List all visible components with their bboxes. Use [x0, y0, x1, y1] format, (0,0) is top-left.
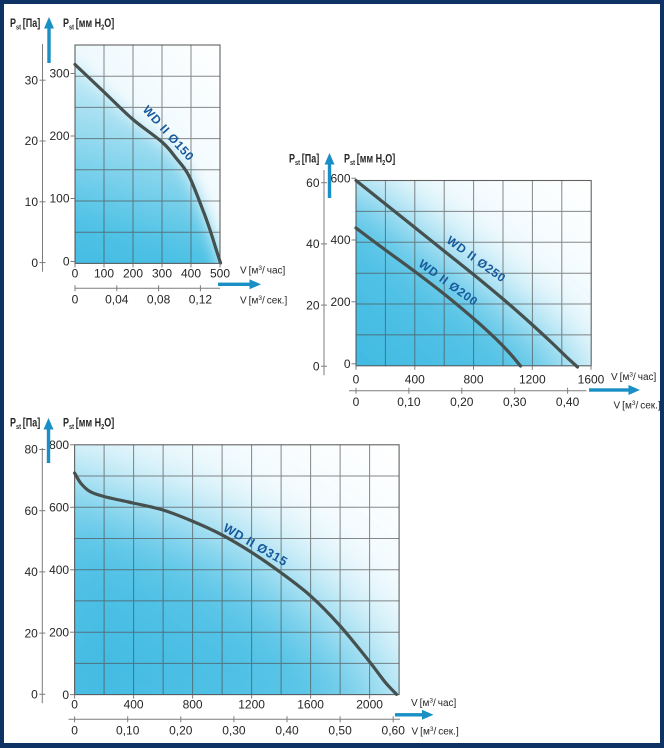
svg-text:400: 400	[405, 373, 425, 387]
svg-text:V [м3/ час]: V [м3/ час]	[411, 698, 457, 710]
svg-text:0,20: 0,20	[169, 724, 193, 738]
svg-text:30: 30	[25, 73, 39, 87]
svg-text:0: 0	[63, 255, 70, 269]
svg-text:Pst [Па]: Pst [Па]	[10, 416, 40, 431]
svg-text:0,12: 0,12	[189, 293, 213, 307]
svg-text:0: 0	[31, 688, 38, 702]
svg-text:60: 60	[24, 504, 38, 518]
svg-text:600: 600	[330, 171, 350, 185]
svg-text:0: 0	[353, 373, 360, 387]
svg-text:100: 100	[94, 267, 114, 281]
svg-text:300: 300	[49, 67, 69, 81]
svg-text:1200: 1200	[238, 698, 265, 712]
svg-text:400: 400	[330, 233, 350, 247]
svg-text:0: 0	[71, 698, 78, 712]
svg-text:0,10: 0,10	[116, 724, 140, 738]
svg-text:Pst [Па]: Pst [Па]	[10, 17, 40, 32]
svg-text:0,20: 0,20	[450, 395, 474, 409]
svg-text:200: 200	[330, 295, 350, 309]
svg-text:V [м3/ сек.]: V [м3/ сек.]	[240, 295, 287, 307]
svg-text:20: 20	[24, 626, 38, 640]
svg-text:400: 400	[181, 267, 201, 281]
svg-text:0: 0	[31, 256, 38, 270]
svg-text:0: 0	[71, 724, 78, 738]
svg-text:600: 600	[49, 501, 69, 515]
svg-text:Pst [Па]: Pst [Па]	[289, 152, 319, 167]
svg-text:500: 500	[210, 267, 230, 281]
svg-text:80: 80	[24, 443, 38, 457]
svg-text:0,04: 0,04	[105, 293, 129, 307]
svg-text:40: 40	[306, 237, 320, 251]
svg-text:0: 0	[353, 395, 360, 409]
svg-text:100: 100	[49, 192, 69, 206]
svg-text:V [м3/ сек.]: V [м3/ сек.]	[412, 726, 459, 738]
svg-text:60: 60	[306, 176, 320, 190]
svg-text:0,08: 0,08	[147, 293, 171, 307]
svg-text:0,10: 0,10	[397, 395, 421, 409]
svg-text:0,50: 0,50	[328, 724, 352, 738]
svg-text:0: 0	[313, 359, 320, 373]
svg-text:20: 20	[25, 134, 39, 148]
svg-text:40: 40	[24, 565, 38, 579]
svg-text:0,40: 0,40	[275, 724, 299, 738]
svg-text:1600: 1600	[578, 373, 605, 387]
svg-text:0,30: 0,30	[503, 395, 527, 409]
svg-text:0: 0	[72, 293, 79, 307]
svg-text:800: 800	[463, 373, 483, 387]
svg-text:800: 800	[49, 438, 69, 452]
svg-text:0,30: 0,30	[222, 724, 246, 738]
svg-text:2000: 2000	[356, 698, 383, 712]
svg-text:400: 400	[124, 698, 144, 712]
svg-text:200: 200	[49, 129, 69, 143]
svg-text:1200: 1200	[519, 373, 546, 387]
svg-text:400: 400	[49, 563, 69, 577]
svg-text:V [м3/ сек.]: V [м3/ сек.]	[614, 400, 661, 412]
svg-text:0,40: 0,40	[556, 395, 580, 409]
svg-text:0: 0	[72, 267, 79, 281]
svg-text:200: 200	[123, 267, 143, 281]
svg-text:V [м3/ час]: V [м3/ час]	[240, 265, 286, 277]
svg-text:200: 200	[49, 625, 69, 639]
svg-text:0: 0	[62, 688, 69, 702]
svg-text:20: 20	[306, 298, 320, 312]
svg-text:800: 800	[183, 698, 203, 712]
svg-text:V [м3/ час]: V [м3/ час]	[611, 372, 657, 384]
svg-text:10: 10	[25, 195, 39, 209]
svg-text:300: 300	[152, 267, 172, 281]
svg-text:1600: 1600	[297, 698, 324, 712]
svg-text:0: 0	[344, 357, 351, 371]
svg-text:0,60: 0,60	[382, 724, 406, 738]
